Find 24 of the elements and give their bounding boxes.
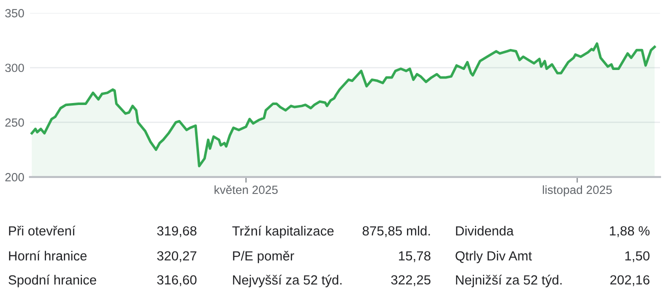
text: Dividenda — [456, 226, 514, 236]
text: 319,68 — [157, 226, 196, 238]
text: 322,25 — [391, 275, 430, 286]
text: 316,60 — [157, 275, 196, 286]
text: 15,78 — [398, 251, 430, 262]
text: Qtrly Div Amt — [456, 250, 532, 264]
text: Při otevření — [9, 226, 76, 236]
text: 202,16 — [610, 275, 650, 286]
text: Tržní kapitalizace — [232, 226, 334, 238]
y-tick-label: 300 — [5, 64, 24, 72]
y-tick-label: 200 — [5, 173, 24, 182]
text: 1,88 % — [610, 226, 650, 238]
text: 320,27 — [157, 251, 196, 262]
text: Spodní hranice — [8, 274, 96, 288]
text: P/E poměr — [233, 250, 294, 264]
text: Nejnižší za 52 týd. — [456, 274, 562, 288]
text: 1,50 — [625, 251, 650, 262]
x-tick-label: květen 2025 — [214, 185, 278, 194]
text: Nejvyšší za 52 týd. — [233, 274, 342, 288]
text: 875,85 mld. — [362, 226, 430, 238]
text: Horní hranice — [9, 250, 87, 261]
y-tick-label: 250 — [5, 118, 24, 127]
x-tick-label: listopad 2025 — [542, 185, 612, 196]
y-tick-label: 350 — [5, 9, 24, 18]
